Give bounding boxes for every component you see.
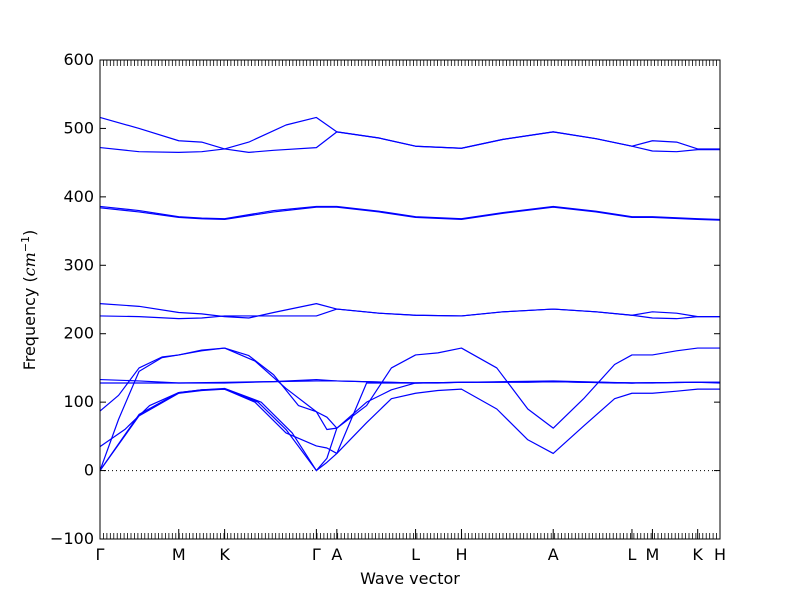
y-tick-label: 0 [84, 461, 94, 480]
x-tick-label: M [172, 545, 186, 564]
x-axis-label: Wave vector [360, 569, 460, 588]
band-line-13 [99, 116, 720, 150]
x-tick-label: H [714, 545, 726, 564]
x-tick-label: H [455, 545, 467, 564]
plot-background [100, 60, 720, 539]
band-line-5 [99, 347, 337, 431]
y-tick-label: 200 [63, 324, 94, 343]
x-tick-label: Γ [312, 545, 321, 564]
y-axis-label-unit: cm [20, 252, 39, 276]
band-line-10 [99, 206, 721, 221]
y-axis-label-prefix: Frequency ( [20, 276, 39, 370]
x-tick-label: M [646, 545, 660, 564]
y-axis-label-suffix: ) [20, 230, 39, 236]
y-tick-label: 100 [63, 392, 94, 411]
y-tick-label: 400 [63, 187, 94, 206]
y-axis: −100 0 100 200 300 400 500 600 [50, 50, 720, 548]
y-axis-label: Frequency (cm−1) [19, 230, 39, 371]
plot-area [100, 60, 720, 539]
x-tick-label: L [411, 545, 420, 564]
band-line-7 [99, 378, 721, 384]
x-tick-label: Γ [96, 545, 105, 564]
y-tick-label: 500 [63, 118, 94, 137]
y-tick-label: 600 [63, 50, 94, 69]
band-line-11 [99, 205, 721, 221]
y-tick-label: −100 [50, 529, 94, 548]
x-tick-label: K [692, 545, 703, 564]
series-group [99, 116, 721, 472]
y-axis-label-exponent: −1 [19, 236, 32, 252]
x-tick-label: K [219, 545, 230, 564]
y-tick-label: 300 [63, 255, 94, 274]
band-line-9 [99, 303, 720, 319]
x-tick-label: A [548, 545, 559, 564]
x-tick-label: L [627, 545, 636, 564]
x-tick-label: A [331, 545, 342, 564]
